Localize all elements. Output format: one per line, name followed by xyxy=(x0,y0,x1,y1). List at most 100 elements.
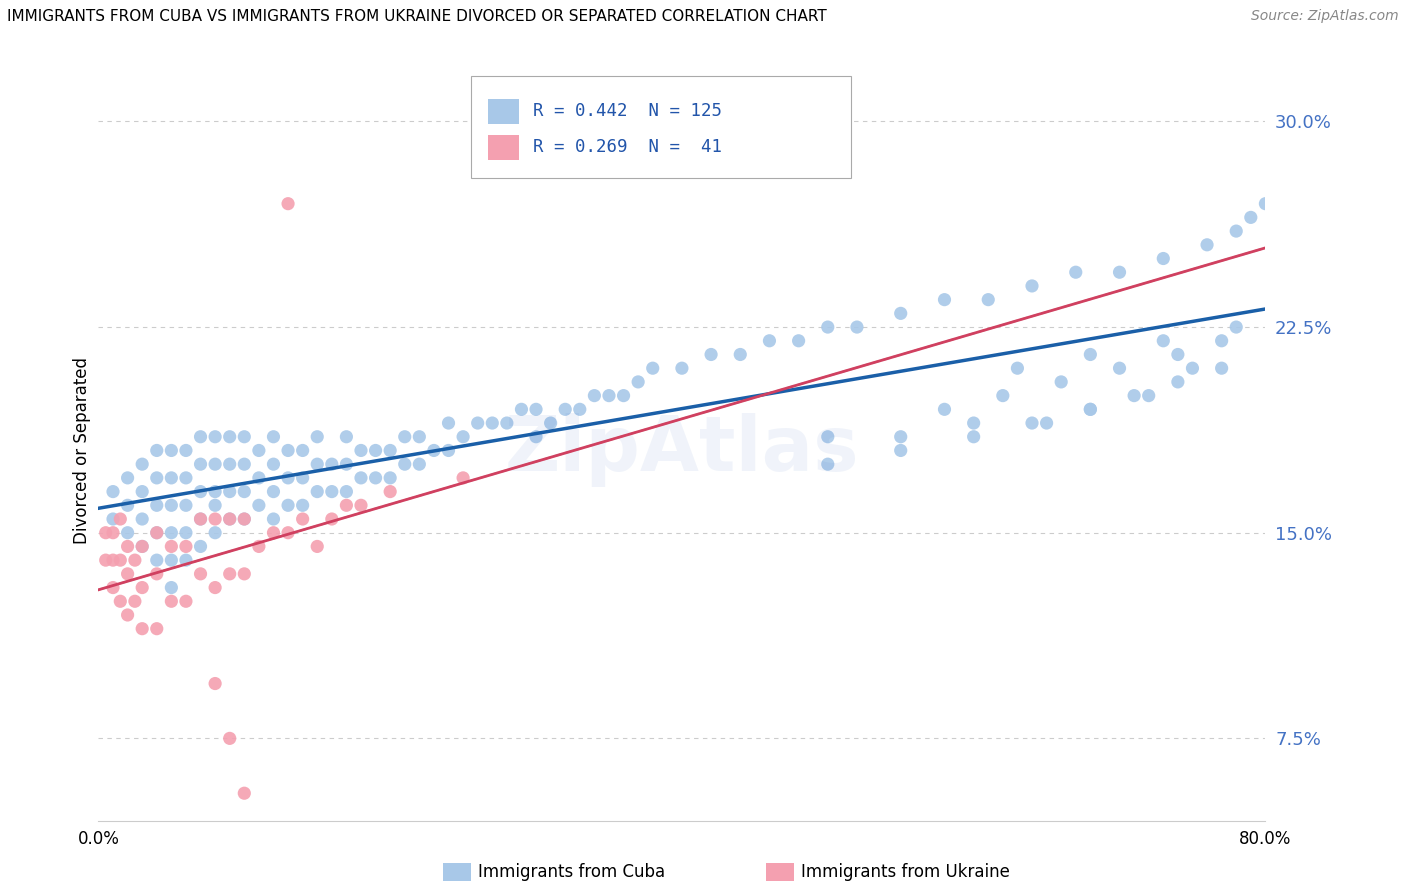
Point xyxy=(247,498,270,512)
Point xyxy=(233,786,256,800)
Point xyxy=(1225,320,1247,334)
Point xyxy=(262,484,284,499)
Point xyxy=(160,471,183,485)
Point xyxy=(131,540,153,554)
Point xyxy=(277,471,299,485)
Point xyxy=(160,443,183,458)
Point xyxy=(934,293,956,307)
Point xyxy=(247,471,270,485)
Point xyxy=(641,361,664,376)
Point xyxy=(146,443,169,458)
Point xyxy=(700,347,723,361)
Point xyxy=(190,566,212,581)
Point xyxy=(204,498,226,512)
Point xyxy=(117,607,139,622)
Point xyxy=(218,512,240,526)
Point xyxy=(131,484,153,499)
Point xyxy=(1080,347,1102,361)
Point xyxy=(335,457,357,471)
Point xyxy=(174,443,197,458)
Point xyxy=(233,430,256,444)
Point xyxy=(496,416,519,430)
Point xyxy=(307,484,329,499)
Point xyxy=(380,471,402,485)
Point xyxy=(117,525,139,540)
Point xyxy=(146,471,169,485)
Text: R = 0.442  N = 125: R = 0.442 N = 125 xyxy=(533,103,721,120)
Text: Source: ZipAtlas.com: Source: ZipAtlas.com xyxy=(1251,9,1399,23)
Point xyxy=(160,525,183,540)
Point xyxy=(307,430,329,444)
Point xyxy=(394,430,416,444)
Point xyxy=(218,484,240,499)
Point xyxy=(671,361,693,376)
Point xyxy=(291,512,314,526)
Point xyxy=(233,566,256,581)
Point xyxy=(307,457,329,471)
Point xyxy=(174,525,197,540)
Point xyxy=(423,443,446,458)
Point xyxy=(233,457,256,471)
Point xyxy=(146,498,169,512)
Point xyxy=(335,498,357,512)
Point xyxy=(890,306,912,320)
Point xyxy=(124,594,146,608)
Point xyxy=(437,443,460,458)
Point xyxy=(218,430,240,444)
Text: IMMIGRANTS FROM CUBA VS IMMIGRANTS FROM UKRAINE DIVORCED OR SEPARATED CORRELATIO: IMMIGRANTS FROM CUBA VS IMMIGRANTS FROM … xyxy=(7,9,827,24)
Point xyxy=(160,553,183,567)
Point xyxy=(146,553,169,567)
Point xyxy=(1064,265,1087,279)
Point xyxy=(218,457,240,471)
Point xyxy=(1225,224,1247,238)
Point xyxy=(451,430,474,444)
Point xyxy=(262,457,284,471)
Point xyxy=(321,457,343,471)
Point xyxy=(380,443,402,458)
Point xyxy=(160,540,183,554)
Point xyxy=(934,402,956,417)
Point xyxy=(627,375,650,389)
Point xyxy=(146,525,169,540)
Point xyxy=(1108,361,1130,376)
Point xyxy=(524,402,547,417)
Point xyxy=(890,430,912,444)
Point xyxy=(204,430,226,444)
Point xyxy=(174,594,197,608)
Text: R = 0.269  N =  41: R = 0.269 N = 41 xyxy=(533,138,721,156)
Point xyxy=(758,334,780,348)
Point xyxy=(160,581,183,595)
Point xyxy=(1137,389,1160,403)
Point xyxy=(101,553,124,567)
Point xyxy=(218,566,240,581)
Point xyxy=(1195,237,1218,252)
Point xyxy=(131,512,153,526)
Point xyxy=(364,443,387,458)
Point xyxy=(350,443,373,458)
Point xyxy=(277,443,299,458)
Point xyxy=(218,512,240,526)
Point xyxy=(101,581,124,595)
Point xyxy=(817,457,839,471)
Point xyxy=(554,402,576,417)
Point xyxy=(131,457,153,471)
Point xyxy=(110,594,132,608)
Point xyxy=(117,566,139,581)
Point xyxy=(174,471,197,485)
Point xyxy=(131,540,153,554)
Point xyxy=(247,443,270,458)
Point xyxy=(1021,416,1043,430)
Point xyxy=(380,484,402,499)
Point xyxy=(350,498,373,512)
Text: Immigrants from Ukraine: Immigrants from Ukraine xyxy=(801,863,1011,881)
Point xyxy=(291,498,314,512)
Point xyxy=(94,525,117,540)
Point xyxy=(1035,416,1057,430)
Point xyxy=(204,581,226,595)
Point xyxy=(146,525,169,540)
Point xyxy=(277,196,299,211)
Point xyxy=(1108,265,1130,279)
Point xyxy=(408,457,430,471)
Point xyxy=(1021,279,1043,293)
Point xyxy=(117,498,139,512)
